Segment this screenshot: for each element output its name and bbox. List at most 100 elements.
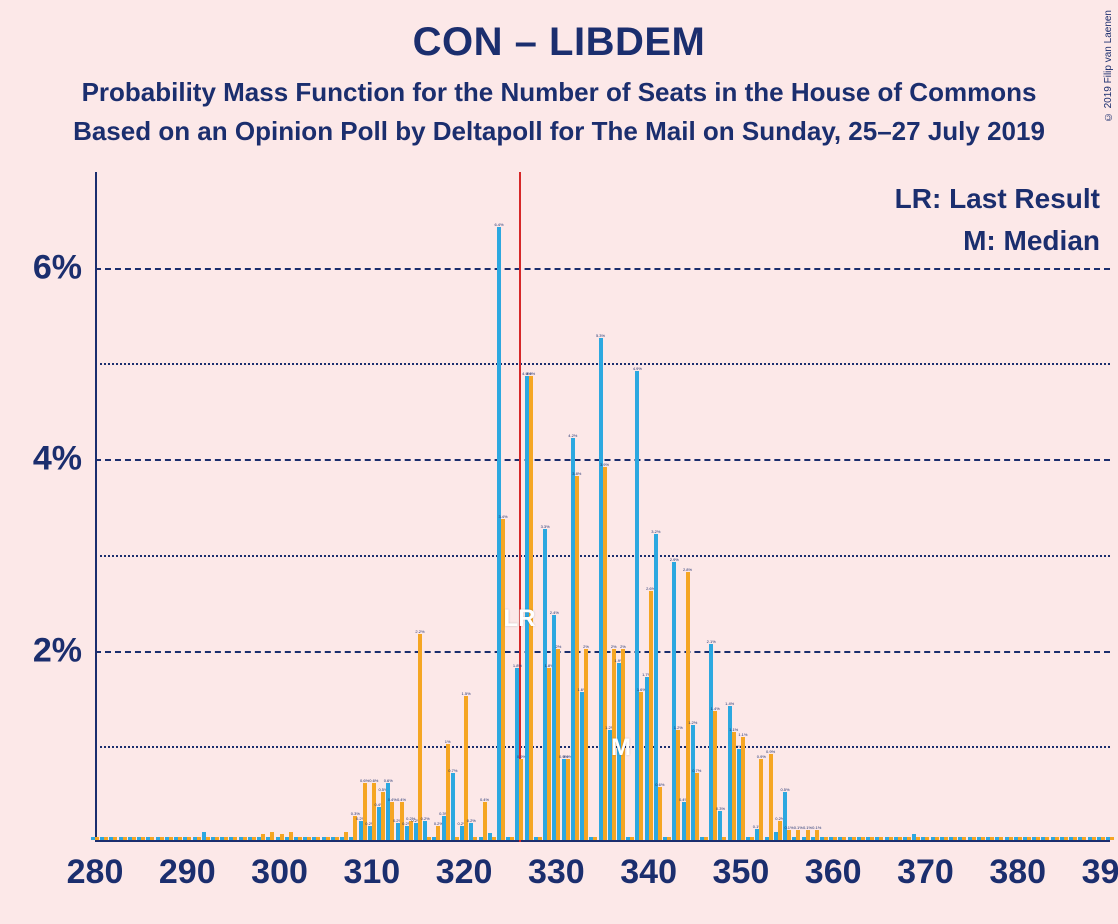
bar-value-label: 0.4% <box>388 797 397 802</box>
bar-series-b <box>95 837 99 840</box>
bar-value-label: 0.4% <box>480 797 489 802</box>
bar-value-label: 0.5% <box>780 787 789 792</box>
bar-value-label: 4.2% <box>568 433 577 438</box>
bar-series-b <box>492 837 496 840</box>
bar-value-label: 3.4% <box>498 514 507 519</box>
bar-value-label: 1.1% <box>738 732 747 737</box>
bar-series-b <box>455 837 459 840</box>
bar-series-b: 0.9% <box>566 759 570 840</box>
bar-series-b: 0.6% <box>372 783 376 840</box>
bar-series-b <box>344 832 348 840</box>
bar-value-label: 0.2% <box>467 818 476 823</box>
chart-legend: LR: Last Result M: Median <box>895 178 1100 262</box>
bar-series-b <box>861 837 865 840</box>
bar-series-b <box>833 837 837 840</box>
x-tick-label: 390 <box>1082 853 1118 892</box>
bar-value-label: 2% <box>555 644 561 649</box>
x-tick-label: 380 <box>989 853 1046 892</box>
bar-series-b: 1.4% <box>713 711 717 840</box>
bar-value-label: 0.9% <box>757 754 766 759</box>
bar-series-b <box>206 837 210 840</box>
bar-value-label: 2.9% <box>670 557 679 562</box>
bar-series-b <box>473 837 477 840</box>
bar-series-b: 1% <box>446 744 450 840</box>
bar-value-label: 0.6% <box>655 782 664 787</box>
chart-plot-area: LR: Last Result M: Median 2%4%6%28029030… <box>95 172 1110 842</box>
bar-series-b <box>298 837 302 840</box>
bar-series-b: 2% <box>556 649 560 840</box>
bar-series-b <box>1045 837 1049 840</box>
x-axis <box>95 840 1110 842</box>
x-tick-label: 370 <box>897 853 954 892</box>
bar-series-b <box>925 837 929 840</box>
bar-series-b: 1.2% <box>676 730 680 840</box>
bar-value-label: 1.8% <box>513 663 522 668</box>
bar-value-label: 5.3% <box>596 333 605 338</box>
bar-series-b <box>1092 837 1096 840</box>
bar-series-a: 0.7% <box>451 773 455 840</box>
bar-series-b <box>280 834 284 840</box>
bar-series-b <box>197 837 201 840</box>
y-tick-label: 2% <box>33 631 82 670</box>
bar-value-label: 0.1% <box>794 825 803 830</box>
bar-series-b: 0.1% <box>796 830 800 840</box>
bar-series-b <box>510 837 514 840</box>
y-tick-label: 6% <box>33 248 82 287</box>
bar-series-b: 1.8% <box>547 668 551 840</box>
bar-series-b: 0.6% <box>363 783 367 840</box>
bar-value-label: 3.8% <box>572 471 581 476</box>
bar-value-label: 1.1% <box>729 727 738 732</box>
chart-subtitle-1: Probability Mass Function for the Number… <box>0 77 1118 108</box>
bar-value-label: 1% <box>445 739 451 744</box>
bar-series-b: 0.6% <box>658 787 662 840</box>
bar-series-b: 2.8% <box>686 572 690 840</box>
bar-value-label: 2.2% <box>415 629 424 634</box>
bar-series-b <box>870 837 874 840</box>
x-tick-label: 340 <box>620 853 677 892</box>
bar-value-label: 2% <box>583 644 589 649</box>
median-marker: M <box>611 734 631 762</box>
bar-series-b <box>326 837 330 840</box>
bar-series-b: 0.2% <box>436 826 440 840</box>
bar-series-b <box>289 832 293 840</box>
bar-series-b <box>935 837 939 840</box>
bar-series-b <box>593 837 597 840</box>
bar-series-b <box>215 837 219 840</box>
bar-series-b <box>1101 837 1105 840</box>
bar-series-b <box>898 837 902 840</box>
chart-title: CON – LIBDEM <box>0 0 1118 65</box>
bar-series-b <box>169 837 173 840</box>
bar-series-b <box>907 837 911 840</box>
bar-series-b <box>889 837 893 840</box>
bar-series-b <box>750 837 754 840</box>
bar-series-b <box>252 837 256 840</box>
bar-value-label: 2.8% <box>683 567 692 572</box>
bar-series-b: 3.4% <box>501 519 505 840</box>
bar-series-b: 0.1% <box>815 830 819 840</box>
bar-series-b <box>1036 837 1040 840</box>
bar-series-b <box>630 837 634 840</box>
bar-series-b <box>1064 837 1068 840</box>
bar-series-b <box>1018 837 1022 840</box>
bar-series-b <box>113 837 117 840</box>
legend-m: M: Median <box>895 220 1100 262</box>
bar-series-b: 1.1% <box>741 737 745 840</box>
bar-series-b <box>1055 837 1059 840</box>
bar-value-label: 3.2% <box>651 529 660 534</box>
bar-series-b <box>916 837 920 840</box>
bar-value-label: 6.4% <box>494 222 503 227</box>
bar-value-label: 0.1% <box>784 825 793 830</box>
bar-series-b: 2.6% <box>649 591 653 840</box>
gridline-major <box>95 268 1110 270</box>
bar-series-b: 0.5% <box>381 792 385 840</box>
bar-series-b: 1.6% <box>639 692 643 840</box>
bar-series-b <box>233 837 237 840</box>
bar-value-label: 1.2% <box>688 720 697 725</box>
bar-series-b <box>722 837 726 840</box>
bar-value-label: 1.4% <box>725 701 734 706</box>
bar-series-b <box>1009 837 1013 840</box>
bar-series-b <box>962 837 966 840</box>
bar-series-b <box>879 837 883 840</box>
bar-value-label: 0.7% <box>448 768 457 773</box>
legend-lr: LR: Last Result <box>895 178 1100 220</box>
